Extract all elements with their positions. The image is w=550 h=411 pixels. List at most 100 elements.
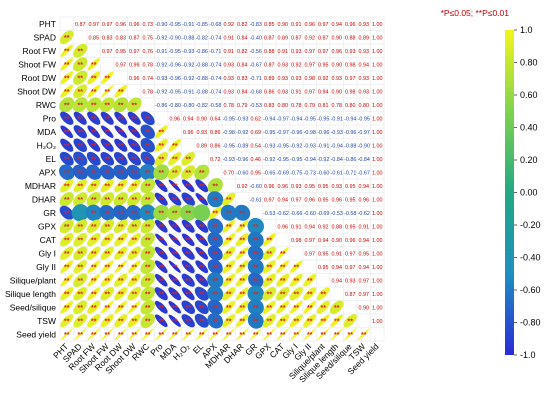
significance-stars: **	[78, 305, 84, 312]
correlation-ellipse	[168, 274, 181, 287]
significance-stars: **	[321, 318, 327, 325]
significance-stars: **	[64, 129, 70, 136]
correlation-ellipse	[222, 260, 236, 274]
correlation-value: -0.98	[304, 130, 316, 136]
row-label: Root DW	[22, 73, 56, 83]
significance-stars: **	[105, 210, 111, 217]
correlation-ellipse	[114, 273, 128, 287]
correlation-ellipse	[60, 260, 73, 273]
significance-stars: **	[105, 332, 111, 339]
row-label: Root FW	[22, 46, 56, 56]
significance-stars: **	[186, 237, 192, 244]
significance-stars: **	[159, 183, 165, 190]
correlation-value: 1.00	[372, 35, 383, 41]
significance-stars: **	[64, 183, 70, 190]
significance-stars: **	[91, 210, 97, 217]
correlation-ellipse	[193, 204, 211, 222]
correlation-ellipse	[140, 219, 155, 234]
significance-stars: **	[78, 102, 84, 109]
significance-stars: **	[145, 116, 151, 123]
correlation-ellipse	[236, 314, 249, 327]
correlation-ellipse	[114, 246, 128, 260]
correlation-ellipse	[249, 328, 262, 341]
correlation-ellipse	[100, 152, 114, 166]
correlation-ellipse	[87, 125, 101, 139]
correlation-value: -0.53	[250, 103, 262, 109]
correlation-value: -0.91	[317, 143, 329, 149]
correlation-ellipse	[236, 247, 249, 260]
significance-stars: **	[91, 264, 97, 271]
row-label: MDA	[37, 127, 56, 137]
correlation-ellipse	[195, 260, 209, 274]
correlation-value: 0.90	[197, 116, 208, 122]
correlation-ellipse	[289, 287, 303, 301]
correlation-value: -0.75	[290, 170, 302, 176]
significance-stars: **	[78, 75, 84, 82]
significance-stars: **	[253, 318, 259, 325]
correlation-ellipse	[209, 328, 222, 341]
correlation-ellipse	[127, 273, 141, 287]
significance-stars: **	[213, 197, 219, 204]
correlation-value: 0.46	[251, 157, 262, 163]
correlation-ellipse	[181, 152, 195, 166]
significance-stars: **	[91, 251, 97, 258]
correlation-value: 0.99	[129, 62, 140, 68]
row-label: Seed/silique	[10, 302, 57, 312]
correlation-value: 0.94	[332, 278, 343, 284]
correlation-ellipse	[71, 204, 89, 222]
correlation-ellipse	[154, 260, 168, 274]
significance-stars: **	[253, 251, 259, 258]
correlation-ellipse	[73, 57, 88, 72]
correlation-value: 0.97	[305, 238, 316, 244]
significance-stars: **	[172, 305, 178, 312]
row-label: Gly II	[36, 262, 56, 272]
correlation-value: 0.93	[359, 76, 370, 82]
correlation-ellipse	[60, 287, 74, 301]
significance-stars: **	[213, 210, 219, 217]
correlation-value: 0.94	[318, 89, 329, 95]
correlation-value: 1.00	[372, 292, 383, 298]
correlation-ellipse	[73, 70, 88, 85]
significance-stars: **	[334, 318, 340, 325]
significance-stars: **	[78, 291, 84, 298]
correlation-ellipse	[154, 192, 168, 206]
significance-stars: **	[105, 251, 111, 258]
correlation-ellipse	[168, 314, 181, 327]
correlation-value: 1.00	[372, 319, 383, 325]
row-label: DHAR	[32, 194, 56, 204]
correlation-ellipse	[317, 328, 330, 341]
correlation-ellipse	[207, 299, 223, 315]
correlation-ellipse	[87, 111, 101, 125]
correlation-ellipse	[276, 314, 290, 328]
correlation-ellipse	[181, 314, 195, 328]
correlation-ellipse	[114, 301, 127, 314]
correlation-value: 0.90	[278, 22, 289, 28]
correlation-value: -0.97	[277, 116, 289, 122]
significance-stars: **	[64, 264, 70, 271]
correlation-ellipse	[140, 151, 155, 166]
correlation-value: 0.91	[224, 35, 235, 41]
correlation-ellipse	[59, 164, 75, 180]
correlation-value: 0.97	[318, 22, 329, 28]
correlation-value: 0.91	[359, 224, 370, 230]
correlation-value: -0.96	[344, 130, 356, 136]
correlation-ellipse	[74, 328, 87, 341]
correlation-value: 1.00	[372, 130, 383, 136]
correlation-value: 1.00	[372, 116, 383, 122]
correlation-value: -0.88	[344, 143, 356, 149]
correlation-ellipse	[114, 111, 128, 125]
significance-stars: **	[240, 332, 246, 339]
correlation-ellipse	[155, 233, 168, 246]
correlation-ellipse	[140, 138, 155, 153]
significance-stars: **	[321, 291, 327, 298]
correlation-ellipse	[195, 273, 209, 287]
significance-stars: **	[78, 332, 84, 339]
correlation-ellipse	[330, 314, 343, 327]
correlation-ellipse	[114, 314, 128, 328]
correlation-ellipse	[59, 219, 74, 234]
correlation-ellipse	[87, 246, 101, 260]
correlation-value: 0.80	[278, 103, 289, 109]
row-label: EL	[46, 154, 57, 164]
correlation-value: -0.74	[209, 35, 221, 41]
correlation-value: 0.70	[224, 170, 235, 176]
